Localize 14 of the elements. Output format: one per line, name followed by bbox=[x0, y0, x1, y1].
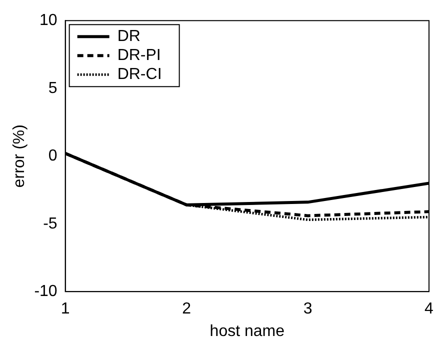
legend-label: DR bbox=[117, 28, 140, 46]
legend-label: DR-CI bbox=[117, 66, 162, 84]
x-tick-label: 1 bbox=[60, 300, 70, 318]
y-axis-title: error (%) bbox=[11, 124, 28, 188]
y-tick-label: 10 bbox=[40, 12, 58, 30]
legend-label: DR-PI bbox=[117, 47, 161, 64]
x-tick-label: 2 bbox=[182, 300, 192, 318]
y-tick-label: 0 bbox=[48, 148, 58, 165]
y-tick-label: 5 bbox=[48, 80, 58, 97]
y-tick-label: -5 bbox=[43, 215, 58, 232]
x-axis-title: host name bbox=[210, 322, 285, 340]
y-tick-label: -10 bbox=[34, 283, 58, 300]
x-tick-label: 4 bbox=[424, 300, 434, 318]
x-tick-label: 3 bbox=[303, 300, 312, 318]
